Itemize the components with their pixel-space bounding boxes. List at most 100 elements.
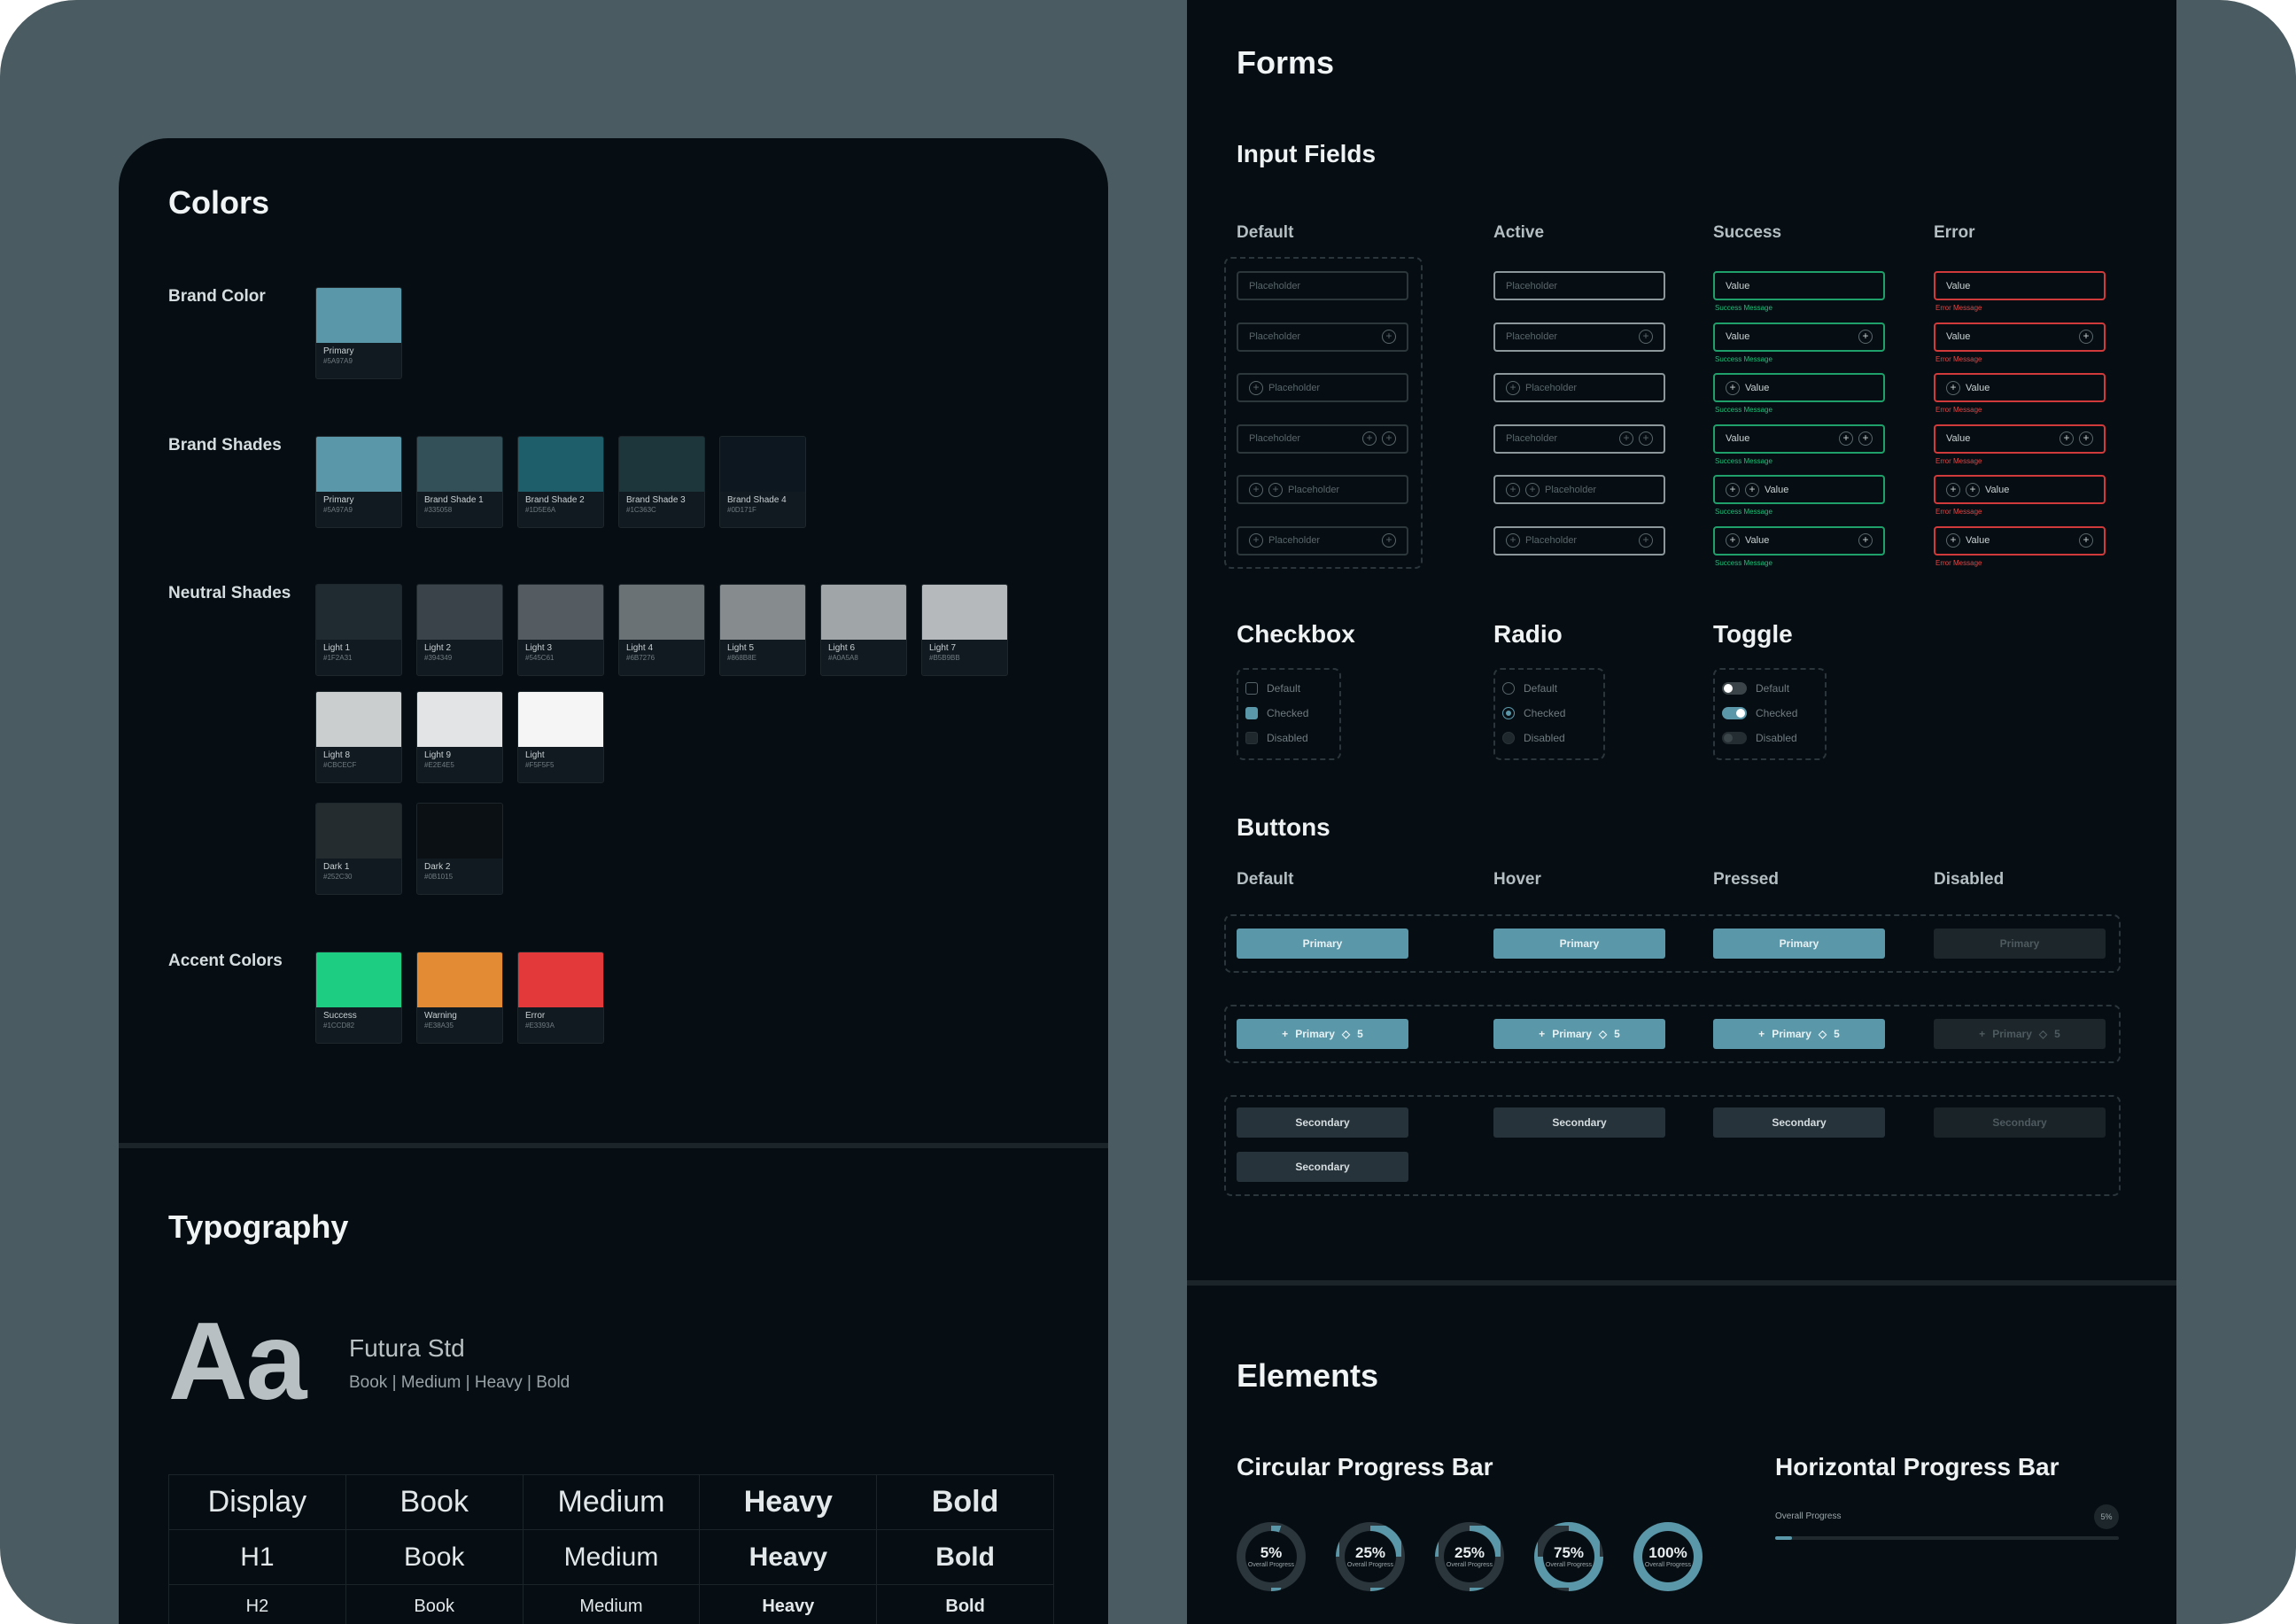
secondary-button[interactable]: Secondary <box>1934 1107 2106 1138</box>
radio-control[interactable] <box>1502 707 1515 719</box>
toggle-option[interactable]: Checked <box>1722 707 1797 719</box>
plus-icon[interactable]: + <box>1966 482 1980 497</box>
text-input[interactable]: + Value <box>1713 373 1885 402</box>
plus-icon[interactable]: + <box>1946 482 1960 497</box>
text-input[interactable]: Placeholder + <box>1237 322 1408 352</box>
plus-icon[interactable]: + <box>1726 533 1740 548</box>
primary-button[interactable]: Primary <box>1713 929 1885 959</box>
plus-icon[interactable]: + <box>1382 330 1396 344</box>
primary-button[interactable]: Primary <box>1493 929 1665 959</box>
plus-icon[interactable]: + <box>1946 533 1960 548</box>
plus-icon[interactable]: + <box>1382 533 1396 548</box>
swatch-hex: #E2E4E5 <box>424 761 454 769</box>
primary-icon-button[interactable]: + Primary ◇ 5 <box>1237 1019 1408 1049</box>
text-input[interactable]: Value + + <box>1713 423 1885 454</box>
swatch-name: Light 2 <box>424 643 452 653</box>
text-input[interactable]: Placeholder + + <box>1237 423 1408 454</box>
checkbox-option[interactable]: Default <box>1245 682 1300 695</box>
plus-icon[interactable]: + <box>1506 482 1520 497</box>
plus-icon[interactable]: + <box>1249 533 1263 548</box>
plus-icon[interactable]: + <box>2079 330 2093 344</box>
text-input[interactable]: + + Placeholder <box>1237 475 1408 504</box>
plus-icon[interactable]: + <box>1362 431 1377 446</box>
plus-icon[interactable]: + <box>1858 533 1873 548</box>
plus-icon[interactable]: + <box>1249 380 1263 395</box>
plus-icon[interactable]: + <box>1946 380 1960 395</box>
checkbox-control[interactable] <box>1245 682 1258 695</box>
input-text: Placeholder <box>1525 382 1578 393</box>
button-label: Primary <box>1992 1028 2032 1040</box>
secondary-button[interactable]: Secondary <box>1237 1107 1408 1138</box>
radio-control[interactable] <box>1502 732 1515 744</box>
radio-option[interactable]: Disabled <box>1502 732 1565 744</box>
plus-icon[interactable]: + <box>1726 380 1740 395</box>
plus-icon[interactable]: + <box>1726 482 1740 497</box>
text-input[interactable]: + Placeholder <box>1237 373 1408 402</box>
text-input[interactable]: Placeholder <box>1493 271 1665 300</box>
radio-option[interactable]: Checked <box>1502 707 1565 719</box>
primary-icon-button[interactable]: + Primary ◇ 5 <box>1934 1019 2106 1049</box>
plus-icon[interactable]: + <box>1249 482 1263 497</box>
input-text: Value <box>1726 331 1750 342</box>
plus-icon[interactable]: + <box>2079 431 2093 446</box>
radio-option[interactable]: Default <box>1502 682 1557 695</box>
text-input[interactable]: + + Value <box>1713 475 1885 504</box>
swatch-color <box>619 585 704 640</box>
swatch-color <box>316 692 401 747</box>
text-input[interactable]: Value + <box>1934 322 2106 352</box>
input-text: Placeholder <box>1249 280 1301 291</box>
secondary-button[interactable]: Secondary <box>1713 1107 1885 1138</box>
checkbox-option[interactable]: Disabled <box>1245 732 1308 744</box>
toggle-label: Default <box>1756 682 1790 695</box>
text-input[interactable]: Placeholder + <box>1493 322 1665 352</box>
type-cell: Heavy <box>699 1474 878 1530</box>
text-input[interactable]: + Value + <box>1934 525 2106 556</box>
plus-icon[interactable]: + <box>1525 482 1540 497</box>
toggle-control[interactable] <box>1722 732 1747 744</box>
plus-icon[interactable]: + <box>1858 431 1873 446</box>
text-input[interactable]: + Placeholder + <box>1493 525 1665 556</box>
plus-icon[interactable]: + <box>1619 431 1633 446</box>
text-input[interactable]: Placeholder + + <box>1493 423 1665 454</box>
plus-icon[interactable]: + <box>1268 482 1283 497</box>
plus-icon[interactable]: + <box>1639 330 1653 344</box>
text-input[interactable]: Value + + <box>1934 423 2106 454</box>
toggle-control[interactable] <box>1722 707 1747 719</box>
primary-icon-button[interactable]: + Primary ◇ 5 <box>1493 1019 1665 1049</box>
text-input[interactable]: + + Value <box>1934 475 2106 504</box>
plus-icon[interactable]: + <box>1858 330 1873 344</box>
plus-icon[interactable]: + <box>1506 533 1520 548</box>
text-input[interactable]: Value <box>1934 271 2106 300</box>
primary-icon-button[interactable]: + Primary ◇ 5 <box>1713 1019 1885 1049</box>
plus-icon[interactable]: + <box>2079 533 2093 548</box>
plus-icon[interactable]: + <box>1839 431 1853 446</box>
text-input[interactable]: + + Placeholder <box>1493 475 1665 504</box>
text-input[interactable]: + Value + <box>1713 525 1885 556</box>
primary-button[interactable]: Primary <box>1237 929 1408 959</box>
checkbox-option[interactable]: Checked <box>1245 707 1308 719</box>
secondary-button[interactable]: Secondary <box>1493 1107 1665 1138</box>
plus-icon[interactable]: + <box>1382 431 1396 446</box>
primary-button[interactable]: Primary <box>1934 929 2106 959</box>
swatch-color <box>518 585 603 640</box>
secondary-button[interactable]: Secondary <box>1237 1152 1408 1182</box>
toggle-option[interactable]: Default <box>1722 682 1789 695</box>
text-input[interactable]: + Placeholder + <box>1237 525 1408 556</box>
plus-icon[interactable]: + <box>1639 533 1653 548</box>
plus-icon[interactable]: + <box>1639 431 1653 446</box>
plus-icon[interactable]: + <box>1745 482 1759 497</box>
text-input[interactable]: Value + <box>1713 322 1885 352</box>
toggle-option[interactable]: Disabled <box>1722 732 1797 744</box>
plus-icon[interactable]: + <box>2059 431 2074 446</box>
text-input[interactable]: + Placeholder <box>1493 373 1665 402</box>
input-text: Placeholder <box>1506 433 1558 444</box>
text-input[interactable]: Value <box>1713 271 1885 300</box>
swatch-color <box>619 437 704 492</box>
plus-icon[interactable]: + <box>1506 380 1520 395</box>
text-input[interactable]: + Value <box>1934 373 2106 402</box>
checkbox-control[interactable] <box>1245 732 1258 744</box>
toggle-control[interactable] <box>1722 682 1747 695</box>
radio-control[interactable] <box>1502 682 1515 695</box>
text-input[interactable]: Placeholder <box>1237 271 1408 300</box>
checkbox-control[interactable] <box>1245 707 1258 719</box>
